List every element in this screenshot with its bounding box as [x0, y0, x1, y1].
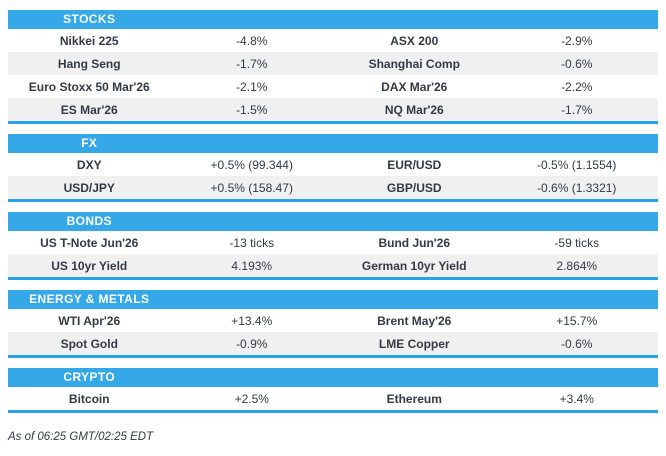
instrument-label: US T-Note Jun'26 [40, 235, 139, 250]
table-row: Hang Seng -1.7% Shanghai Comp -0.6% [8, 52, 658, 75]
instrument-label: Brent May'26 [377, 313, 452, 328]
table-row: US 10yr Yield 4.193% German 10yr Yield 2.86… [8, 254, 658, 277]
instrument-label: LME Copper [378, 336, 450, 351]
section-header: FX [8, 134, 658, 153]
instrument-label: Bitcoin [68, 391, 110, 406]
section-title: BONDS [66, 214, 112, 228]
market-snapshot: STOCKS Nikkei 225 -4.8% ASX 200 -2.9% Hang Se… [8, 10, 658, 443]
instrument-label: WTI Apr'26 [58, 313, 121, 328]
instrument-value: -1.5% [236, 102, 268, 117]
instrument-value: -1.7% [561, 102, 593, 117]
table-row: USD/JPY +0.5% (158.47) GBP/USD -0.6% (1.332… [8, 176, 658, 199]
instrument-value: -0.9% [236, 336, 268, 351]
instrument-label: Ethereum [386, 391, 442, 406]
timestamp-note: As of 06:25 GMT/02:25 EDT [8, 431, 154, 443]
market-table-fx: FX DXY +0.5% (99.344) EUR/USD -0.5% (1.1554)… [8, 134, 658, 202]
instrument-value: -4.8% [236, 33, 268, 48]
instrument-value: +3.4% [559, 391, 594, 406]
instrument-label: Shanghai Comp [368, 56, 460, 71]
instrument-value: +0.5% (99.344) [210, 157, 293, 172]
section-header: STOCKS [8, 10, 658, 29]
table-row: Spot Gold -0.9% LME Copper -0.6% [8, 332, 658, 355]
instrument-value: -0.6% [561, 56, 593, 71]
instrument-label: Hang Seng [57, 56, 121, 71]
instrument-label: NQ Mar'26 [384, 102, 444, 117]
instrument-label: German 10yr Yield [361, 258, 467, 273]
instrument-value: -0.6% [561, 336, 593, 351]
instrument-value: +13.4% [231, 313, 273, 328]
section-header: ENERGY & METALS [8, 290, 658, 309]
instrument-value: -2.2% [561, 79, 593, 94]
instrument-label: ES Mar'26 [60, 102, 118, 117]
market-tables: STOCKS Nikkei 225 -4.8% ASX 200 -2.9% Hang Se… [8, 10, 658, 413]
section-title: STOCKS [63, 12, 116, 26]
instrument-value: 2.864% [556, 258, 598, 273]
instrument-value: +0.5% (158.47) [210, 180, 293, 195]
instrument-value: -59 ticks [554, 235, 600, 250]
market-table-crypto: CRYPTO Bitcoin +2.5% Ethereum +3.4% [8, 368, 658, 413]
instrument-value: -1.7% [236, 56, 268, 71]
market-table-stocks: STOCKS Nikkei 225 -4.8% ASX 200 -2.9% Hang Se… [8, 10, 658, 124]
section-title: FX [81, 136, 98, 150]
instrument-value: -0.6% (1.3321) [537, 180, 617, 195]
instrument-label: DAX Mar'26 [381, 79, 448, 94]
table-row: Bitcoin +2.5% Ethereum +3.4% [8, 387, 658, 410]
section-header: CRYPTO [8, 368, 658, 387]
table-row: Nikkei 225 -4.8% ASX 200 -2.9% [8, 29, 658, 52]
market-table-bonds: BONDS US T-Note Jun'26 -13 ticks Bund Jun'2… [8, 212, 658, 280]
table-row: Euro Stoxx 50 Mar'26 -2.1% DAX Mar'26 -2.2% [8, 75, 658, 98]
table-row: US T-Note Jun'26 -13 ticks Bund Jun'26 -59 … [8, 231, 658, 254]
instrument-label: GBP/USD [386, 180, 442, 195]
instrument-value: 4.193% [231, 258, 273, 273]
instrument-label: Euro Stoxx 50 Mar'26 [28, 79, 150, 94]
instrument-label: USD/JPY [63, 180, 115, 195]
table-row: WTI Apr'26 +13.4% Brent May'26 +15.7% [8, 309, 658, 332]
instrument-value: -0.5% (1.1554) [537, 157, 617, 172]
section-title: CRYPTO [63, 370, 116, 384]
instrument-label: EUR/USD [387, 157, 442, 172]
instrument-label: Bund Jun'26 [378, 235, 451, 250]
instrument-value: +15.7% [556, 313, 598, 328]
instrument-label: Spot Gold [60, 336, 118, 351]
instrument-value: +2.5% [234, 391, 269, 406]
market-table-energy-metals: ENERGY & METALS WTI Apr'26 +13.4% Brent May… [8, 290, 658, 358]
instrument-label: ASX 200 [390, 33, 439, 48]
instrument-value: -2.9% [561, 33, 593, 48]
section-title: ENERGY & METALS [29, 292, 150, 306]
instrument-label: Nikkei 225 [59, 33, 119, 48]
instrument-value: -13 ticks [229, 235, 275, 250]
section-header: BONDS [8, 212, 658, 231]
table-row: DXY +0.5% (99.344) EUR/USD -0.5% (1.1554) [8, 153, 658, 176]
instrument-label: US 10yr Yield [51, 258, 128, 273]
table-row: ES Mar'26 -1.5% NQ Mar'26 -1.7% [8, 98, 658, 121]
instrument-label: DXY [76, 157, 102, 172]
instrument-value: -2.1% [236, 79, 268, 94]
